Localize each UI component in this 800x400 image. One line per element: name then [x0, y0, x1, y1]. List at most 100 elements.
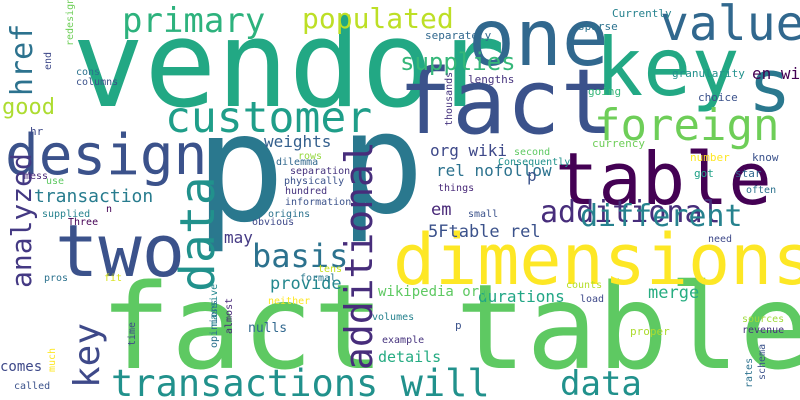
word-going: Currently — [612, 7, 672, 20]
word-massive: neither — [268, 296, 311, 307]
word-basis: additional — [540, 195, 721, 230]
word-foreign: foreign — [594, 100, 780, 151]
word-sources: often — [746, 185, 777, 196]
word-durations: may — [224, 228, 253, 247]
word-origins: much — [47, 347, 58, 372]
word-columns: redesign — [65, 0, 76, 46]
word-fact-table: fact table — [100, 258, 800, 396]
word-volumes: load — [580, 294, 605, 305]
word-dilemma: physically — [284, 176, 345, 187]
word-use: dilemma — [276, 157, 319, 168]
word-good: basis — [252, 237, 349, 275]
word-wikipedia-org: merge — [648, 283, 700, 303]
word-proper: schema — [757, 343, 768, 380]
word-merge: provide — [270, 274, 342, 294]
word-provide: rel nofollow — [436, 161, 552, 180]
word-customer: customer — [165, 93, 373, 143]
word-physically: things — [438, 183, 475, 194]
word-tens: opinions — [209, 299, 220, 348]
word-may: weights — [264, 132, 332, 151]
word-transaction: supplies — [400, 48, 516, 76]
word-transactions-will: transactions will — [111, 362, 490, 400]
word-got: know — [752, 151, 779, 164]
word-data: data — [170, 176, 226, 292]
word-p-small: p — [527, 166, 537, 185]
word-time: formal — [300, 273, 337, 284]
word-5ftable-rel: transaction — [34, 186, 154, 207]
word-populated: populated — [302, 2, 454, 35]
word-thousands: currency — [592, 137, 645, 150]
word-pros: time — [127, 321, 138, 346]
word-primary: primary — [122, 1, 266, 41]
word-org-wiki: em — [431, 200, 452, 220]
word-design: design — [5, 123, 208, 188]
word-opinions: almost — [224, 297, 235, 334]
word-three: hundred — [285, 186, 328, 197]
word-two: two — [55, 209, 186, 293]
word-obvious: called — [14, 381, 51, 392]
word-key-vertical: key — [67, 322, 108, 388]
word-need: got — [694, 167, 714, 180]
word-supplies: different — [580, 199, 743, 234]
word-granularity: sparse — [578, 20, 618, 33]
word-rows: small — [468, 209, 499, 220]
word-lengths: nulls — [248, 321, 288, 336]
word-example: counts — [566, 280, 603, 291]
word-currently: lengths — [468, 73, 515, 86]
word-cons: end — [43, 51, 54, 70]
word-separately: choice — [698, 91, 738, 104]
word-redesign: use — [46, 176, 65, 187]
word-comes: wikipedia org — [378, 284, 488, 300]
word-en-wikipedia: good — [2, 95, 55, 120]
word-p-1: p — [195, 82, 286, 256]
word-rates: revenue — [742, 325, 785, 336]
word-fact: fact — [398, 50, 615, 155]
word-often: star — [735, 167, 762, 180]
word-much: fit — [104, 273, 123, 284]
word-actually: columns — [76, 77, 119, 88]
word-sparse: p — [455, 319, 462, 332]
word-end: mess — [24, 171, 49, 182]
word-others: cons — [76, 67, 101, 78]
word-almost: volumes — [372, 312, 415, 323]
word-nulls: comes — [0, 359, 43, 375]
word-one: one — [468, 0, 609, 84]
word-rel-nofollow: 5Ftable rel — [428, 222, 541, 242]
word-information: obvious — [252, 217, 295, 228]
word-key: key — [595, 21, 740, 114]
word-load: proper — [630, 325, 670, 338]
word-mess: separation — [290, 166, 351, 177]
word-hr: separately — [425, 29, 492, 42]
word-different: data — [560, 364, 642, 400]
word-called: pros — [44, 273, 69, 284]
word-separation: rows — [298, 151, 323, 162]
word-table: table — [555, 137, 772, 221]
word-know: Consequently — [498, 157, 571, 168]
word-small: n — [106, 204, 113, 215]
word-p-2: p — [340, 83, 425, 246]
word-dimensions: dimensions — [393, 219, 800, 301]
word-supplied: Three — [68, 217, 99, 228]
word-details: durations — [478, 287, 565, 306]
word-fit: tens — [318, 264, 343, 275]
word-s: s — [748, 44, 792, 128]
word-things: supplied — [42, 209, 91, 220]
word-number: second — [514, 147, 551, 158]
word-consequently: hr — [30, 125, 44, 138]
word-weights: org wiki — [430, 141, 508, 160]
word-cost: details — [378, 348, 442, 366]
word-second: thousands — [444, 71, 455, 126]
word-currency: going — [588, 85, 622, 98]
word-n: information — [285, 197, 352, 208]
word-counts: rates — [744, 357, 755, 388]
word-star: number — [690, 151, 730, 164]
word-schema: sources — [742, 314, 785, 325]
word-choice: granularity — [672, 67, 745, 80]
word-em: en wikipedia — [752, 64, 800, 83]
word-revenue: need — [708, 234, 733, 245]
word-hundred: origins — [268, 209, 311, 220]
word-neither: example — [382, 335, 425, 346]
word-value: value — [660, 0, 800, 52]
word-href: href — [5, 23, 40, 96]
